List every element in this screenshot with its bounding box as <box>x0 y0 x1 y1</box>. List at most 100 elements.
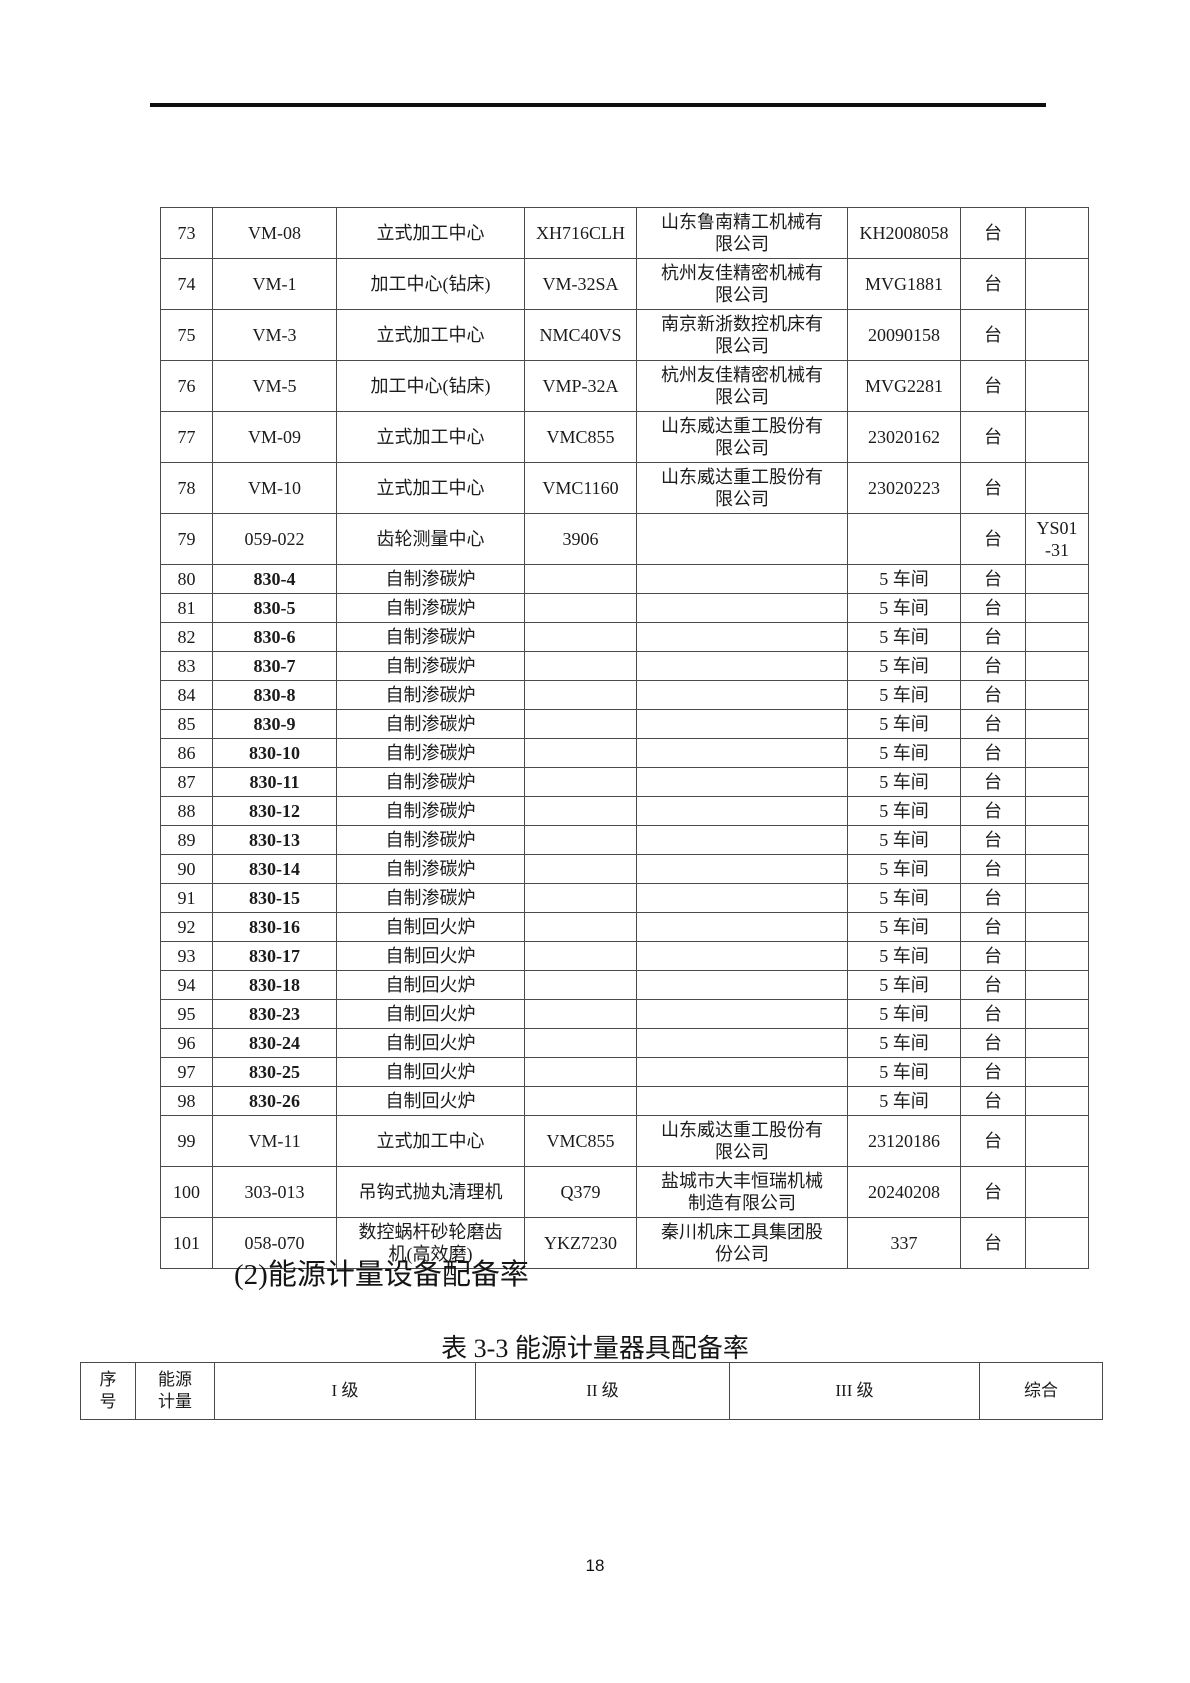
cell-model <box>524 738 637 768</box>
cell-unit: 台 <box>960 593 1026 623</box>
cell-note <box>1025 1028 1089 1058</box>
cell-unit: 台 <box>960 207 1026 259</box>
cell-name: 自制渗碳炉 <box>336 767 525 797</box>
cell-name: 自制回火炉 <box>336 999 525 1029</box>
cell-note <box>1025 258 1089 310</box>
cell-name: 自制渗碳炉 <box>336 680 525 710</box>
cell-unit: 台 <box>960 883 1026 913</box>
cell-name: 自制渗碳炉 <box>336 825 525 855</box>
header-overall: 综合 <box>979 1362 1103 1420</box>
cell-serial: 5 车间 <box>847 970 961 1000</box>
cell-unit: 台 <box>960 360 1026 412</box>
cell-note <box>1025 825 1089 855</box>
cell-code: 058-070 <box>212 1217 337 1269</box>
cell-code: 830-26 <box>212 1086 337 1116</box>
cell-supplier: 山东鲁南精工机械有 限公司 <box>636 207 848 259</box>
cell-model: VMC855 <box>524 411 637 463</box>
cell-name: 自制渗碳炉 <box>336 796 525 826</box>
cell-unit: 台 <box>960 309 1026 361</box>
cell-serial: 5 车间 <box>847 1028 961 1058</box>
cell-name: 自制回火炉 <box>336 1028 525 1058</box>
table-row: 78 VM-10 立式加工中心 VMC1160 山东威达重工股份有 限公司 2302022… <box>160 462 1089 514</box>
cell-supplier <box>636 854 848 884</box>
cell-serial: MVG2281 <box>847 360 961 412</box>
cell-note <box>1025 1057 1089 1087</box>
cell-model <box>524 854 637 884</box>
cell-no: 83 <box>160 651 213 681</box>
cell-supplier <box>636 738 848 768</box>
cell-code: VM-11 <box>212 1115 337 1167</box>
cell-code: VM-1 <box>212 258 337 310</box>
cell-supplier: 秦川机床工具集团股 份公司 <box>636 1217 848 1269</box>
cell-note <box>1025 1217 1089 1269</box>
cell-name: 自制渗碳炉 <box>336 622 525 652</box>
cell-unit: 台 <box>960 796 1026 826</box>
cell-supplier <box>636 651 848 681</box>
cell-name: 自制回火炉 <box>336 1086 525 1116</box>
cell-no: 95 <box>160 999 213 1029</box>
cell-code: 830-7 <box>212 651 337 681</box>
cell-no: 90 <box>160 854 213 884</box>
cell-serial: 20240208 <box>847 1166 961 1218</box>
cell-code: 830-15 <box>212 883 337 913</box>
cell-no: 87 <box>160 767 213 797</box>
cell-supplier <box>636 767 848 797</box>
cell-model: VMC855 <box>524 1115 637 1167</box>
cell-name: 自制回火炉 <box>336 941 525 971</box>
cell-name: 自制渗碳炉 <box>336 564 525 594</box>
cell-no: 73 <box>160 207 213 259</box>
cell-model: YKZ7230 <box>524 1217 637 1269</box>
table-row: 98 830-26 自制回火炉 5 车间台 <box>160 1086 1089 1116</box>
cell-serial: 20090158 <box>847 309 961 361</box>
cell-serial: 23020162 <box>847 411 961 463</box>
page-number: 18 <box>585 1556 605 1575</box>
cell-name: 立式加工中心 <box>336 1115 525 1167</box>
cell-no: 92 <box>160 912 213 942</box>
cell-no: 101 <box>160 1217 213 1269</box>
cell-model <box>524 941 637 971</box>
cell-unit: 台 <box>960 411 1026 463</box>
cell-model <box>524 1086 637 1116</box>
table-caption: 表 3-3 能源计量器具配备率 <box>441 1334 749 1363</box>
cell-code: 830-11 <box>212 767 337 797</box>
cell-name: 自制回火炉 <box>336 970 525 1000</box>
cell-note <box>1025 796 1089 826</box>
header-level-1: I 级 <box>214 1362 476 1420</box>
cell-code: VM-08 <box>212 207 337 259</box>
cell-supplier <box>636 999 848 1029</box>
equipment-table: 73 VM-08 立式加工中心 XH716CLH 山东鲁南精工机械有 限公司 KH2008… <box>160 207 1089 1269</box>
cell-note <box>1025 593 1089 623</box>
cell-no: 91 <box>160 883 213 913</box>
cell-model <box>524 564 637 594</box>
cell-code: 303-013 <box>212 1166 337 1218</box>
cell-note <box>1025 1086 1089 1116</box>
cell-name: 自制渗碳炉 <box>336 738 525 768</box>
cell-no: 78 <box>160 462 213 514</box>
cell-unit: 台 <box>960 767 1026 797</box>
cell-serial: 5 车间 <box>847 796 961 826</box>
cell-name: 自制渗碳炉 <box>336 854 525 884</box>
cell-serial: 5 车间 <box>847 883 961 913</box>
cell-supplier <box>636 1028 848 1058</box>
cell-no: 77 <box>160 411 213 463</box>
cell-supplier: 山东威达重工股份有 限公司 <box>636 1115 848 1167</box>
cell-note <box>1025 309 1089 361</box>
cell-no: 86 <box>160 738 213 768</box>
cell-supplier <box>636 564 848 594</box>
cell-note <box>1025 767 1089 797</box>
table-row: 83 830-7 自制渗碳炉 5 车间台 <box>160 651 1089 681</box>
cell-code: 830-6 <box>212 622 337 652</box>
cell-code: 830-12 <box>212 796 337 826</box>
cell-model <box>524 970 637 1000</box>
metering-header-row: 序 号 能源 计量 I 级 II 级 III 级 综合 <box>80 1362 1103 1420</box>
table-row: 90 830-14 自制渗碳炉 5 车间台 <box>160 854 1089 884</box>
cell-supplier: 盐城市大丰恒瑞机械 制造有限公司 <box>636 1166 848 1218</box>
cell-serial: 5 车间 <box>847 564 961 594</box>
cell-code: VM-09 <box>212 411 337 463</box>
cell-name: 加工中心(钻床) <box>336 360 525 412</box>
cell-code: 830-9 <box>212 709 337 739</box>
cell-no: 99 <box>160 1115 213 1167</box>
cell-code: VM-5 <box>212 360 337 412</box>
cell-unit: 台 <box>960 622 1026 652</box>
